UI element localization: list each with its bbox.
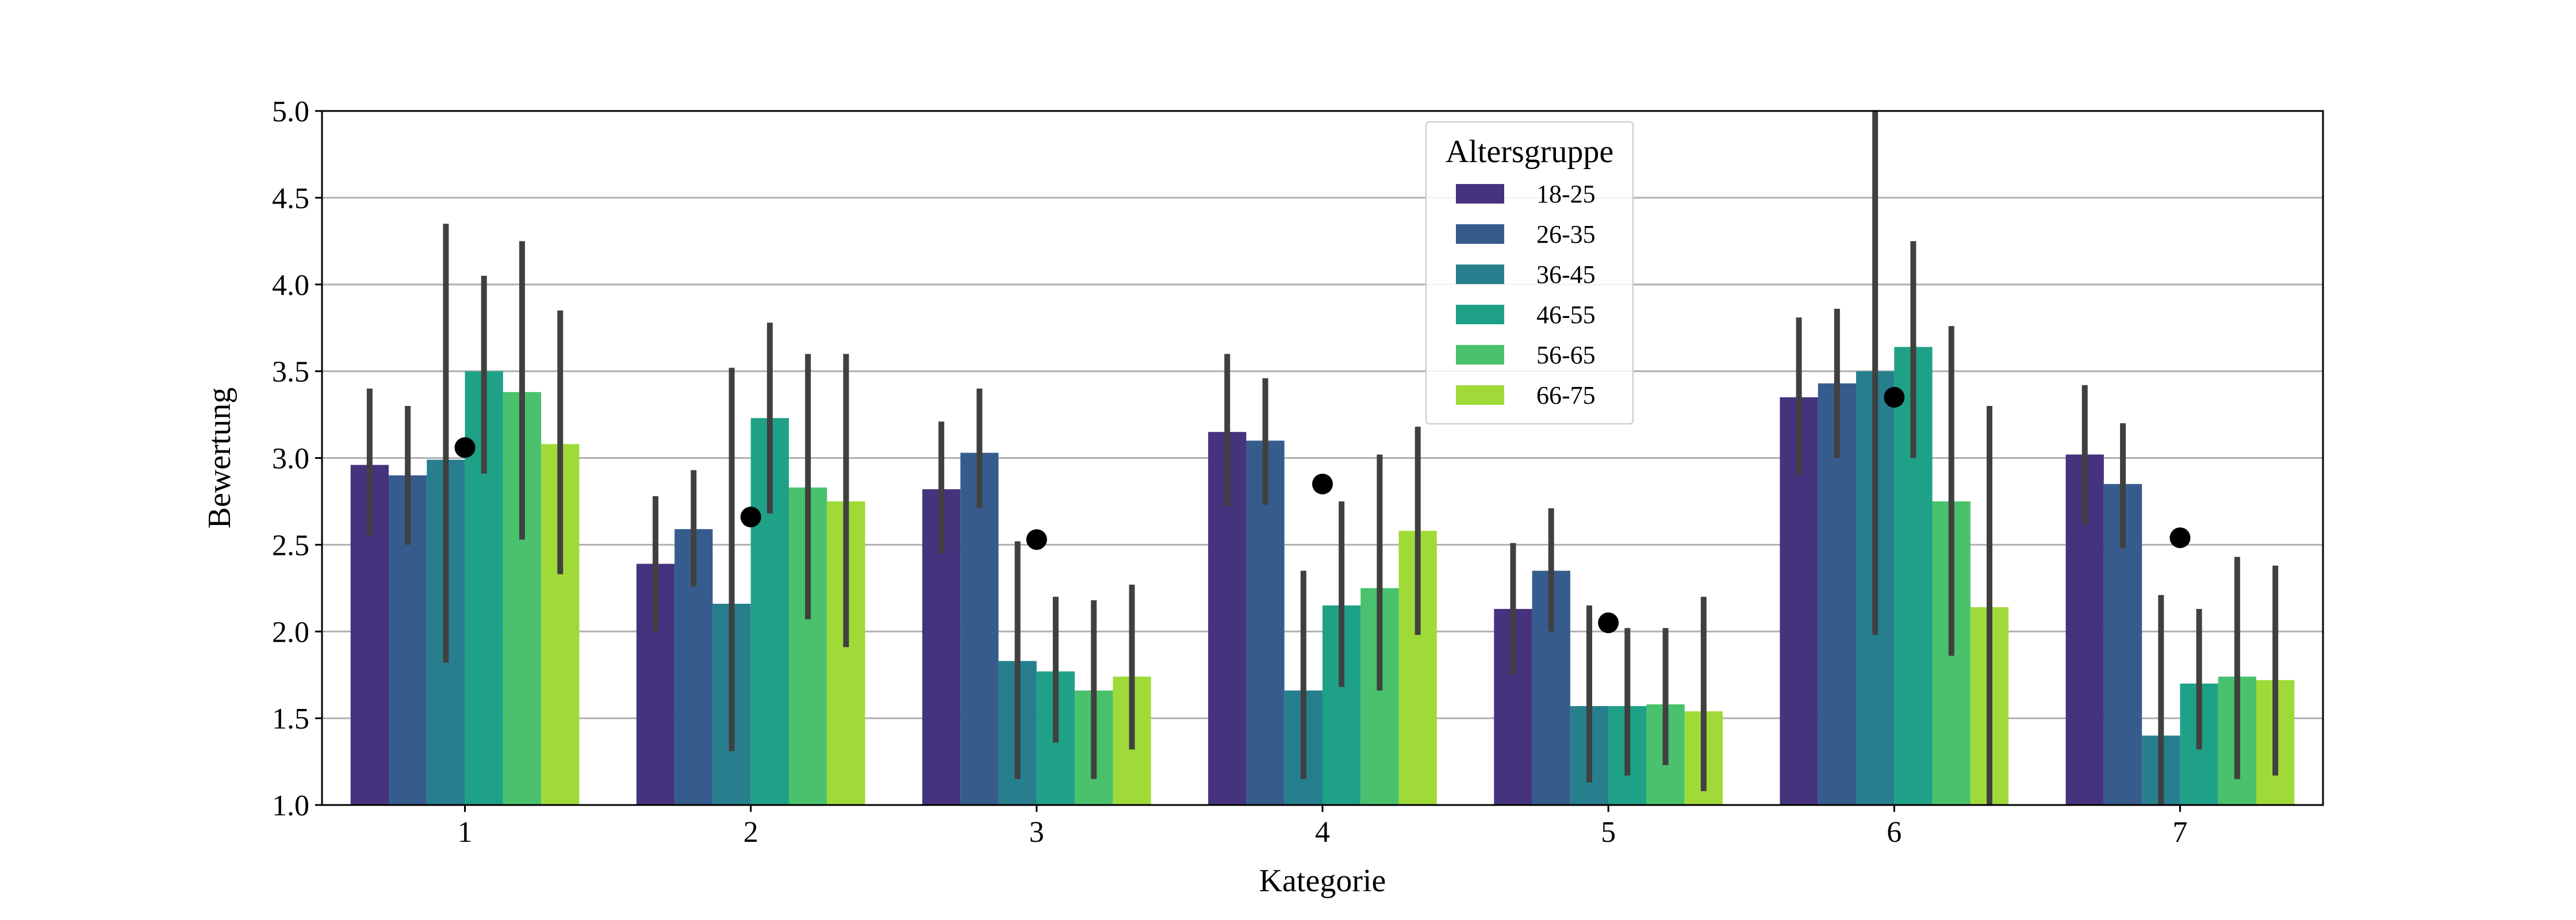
y-tick-label: 1.5 <box>272 703 309 735</box>
legend-label: 36-45 <box>1536 260 1596 289</box>
mean-marker <box>2169 527 2191 549</box>
legend-swatch <box>1456 184 1504 204</box>
legend-label: 18-25 <box>1536 180 1596 208</box>
mean-marker <box>740 507 761 528</box>
y-tick-label: 2.5 <box>272 529 309 562</box>
bars <box>350 347 2295 805</box>
legend: Altersgruppe 18-25 26-35 36-45 46-55 56-65 66… <box>1425 121 1634 425</box>
x-tick-label: 1 <box>458 816 473 849</box>
bar <box>960 453 999 805</box>
mean-marker <box>1026 529 1047 550</box>
y-tick-label: 2.0 <box>272 616 309 649</box>
mean-marker <box>454 437 476 458</box>
x-tick-label: 4 <box>1315 816 1330 849</box>
error-bars <box>366 111 2279 805</box>
legend-items: 18-25 26-35 36-45 46-55 56-65 66-75 <box>1456 180 1596 409</box>
legend-swatch <box>1456 385 1504 405</box>
x-axis: 1 2 3 4 5 6 7 <box>458 805 2187 849</box>
y-axis: 1.0 1.5 2.0 2.5 3.0 3.5 4.0 4.5 5.0 <box>272 95 322 822</box>
x-tick-label: 7 <box>2172 816 2187 849</box>
mean-markers <box>454 386 2191 634</box>
y-axis-title: Bewertung <box>202 388 237 529</box>
x-axis-title: Kategorie <box>1259 863 1386 899</box>
legend-label: 46-55 <box>1536 301 1596 329</box>
mean-marker <box>1598 612 1619 634</box>
x-tick-label: 2 <box>743 816 758 849</box>
y-tick-label: 5.0 <box>272 95 309 128</box>
y-tick-label: 3.5 <box>272 356 309 389</box>
legend-swatch <box>1456 264 1504 284</box>
legend-swatch <box>1456 345 1504 365</box>
y-tick-label: 3.0 <box>272 443 309 476</box>
y-tick-label: 4.5 <box>272 182 309 215</box>
legend-swatch <box>1456 224 1504 244</box>
legend-label: 56-65 <box>1536 341 1596 369</box>
mean-marker <box>1884 386 1905 408</box>
mean-marker <box>1312 473 1333 494</box>
x-tick-label: 5 <box>1601 816 1616 849</box>
x-tick-label: 3 <box>1029 816 1044 849</box>
legend-label: 66-75 <box>1536 381 1596 409</box>
legend-title: Altersgruppe <box>1446 134 1613 170</box>
legend-swatch <box>1456 305 1504 324</box>
y-tick-label: 1.0 <box>272 789 309 822</box>
legend-label: 26-35 <box>1536 220 1596 248</box>
x-tick-label: 6 <box>1887 816 1902 849</box>
y-tick-label: 4.0 <box>272 269 309 302</box>
